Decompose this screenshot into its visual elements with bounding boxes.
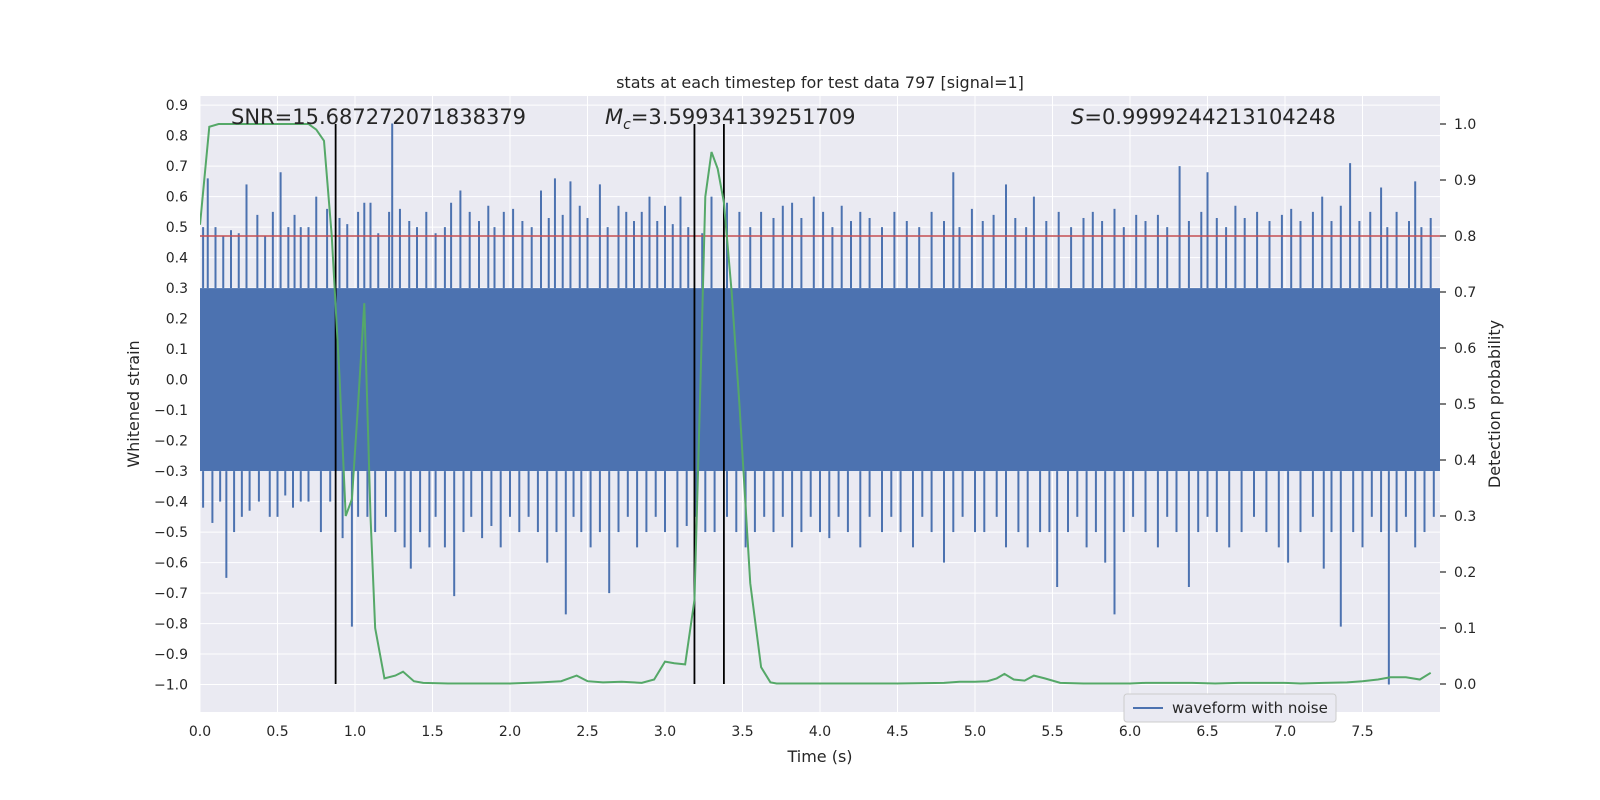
y-right-axis-ticks: 1.0 0.9 0.8 0.7 0.6 0.5 0.4 0.3 0.2 0.1 0.0 <box>1440 117 1476 693</box>
y-left-tick-label: 0.0 <box>166 373 188 389</box>
x-tick-label: 4.5 <box>886 724 908 740</box>
y-right-tick-label: 0.1 <box>1454 621 1476 637</box>
y-left-tick-label: −0.7 <box>154 586 188 602</box>
x-tick-label: 6.0 <box>1119 724 1141 740</box>
y-right-axis-label: Detection probability <box>1485 320 1504 488</box>
chirp-mass-subscript: c <box>623 117 631 133</box>
score-value: =0.9999244213104248 <box>1084 105 1335 129</box>
y-left-tick-label: −0.8 <box>154 617 188 633</box>
x-tick-label: 3.5 <box>731 724 753 740</box>
x-tick-label: 7.0 <box>1274 724 1296 740</box>
chart-title: stats at each timestep for test data 797… <box>616 73 1024 92</box>
y-left-tick-label: −0.3 <box>154 464 188 480</box>
y-left-tick-label: 0.1 <box>166 342 188 358</box>
legend-box <box>1123 693 1337 723</box>
y-left-tick-label: −0.1 <box>154 403 188 419</box>
y-left-tick-label: −1.0 <box>154 678 188 694</box>
x-axis-label: Time (s) <box>786 747 852 766</box>
y-left-tick-label: 0.4 <box>166 251 188 267</box>
y-left-axis-label: Whitened strain <box>124 340 143 467</box>
y-right-tick-label: 0.5 <box>1454 397 1476 413</box>
score-annotation: S=0.9999244213104248 <box>1071 105 1336 129</box>
chirp-mass-symbol: M <box>605 105 623 129</box>
y-left-tick-label: 0.6 <box>166 190 188 206</box>
x-tick-label: 1.0 <box>344 724 366 740</box>
y-right-tick-label: 0.4 <box>1454 453 1476 469</box>
x-axis-ticks: 0.0 0.5 1.0 1.5 2.0 2.5 3.0 3.5 4.0 4.5 5.0 5.5 6.0 6… <box>189 724 1374 740</box>
y-right-tick-label: 0.0 <box>1454 677 1476 693</box>
y-right-tick-label: 0.3 <box>1454 509 1476 525</box>
score-symbol: S <box>1071 105 1084 129</box>
y-right-tick-label: 0.9 <box>1454 173 1476 189</box>
y-left-tick-label: −0.2 <box>154 434 188 450</box>
y-right-tick-label: 0.7 <box>1454 285 1476 301</box>
x-tick-label: 0.5 <box>266 724 288 740</box>
y-left-tick-label: 0.2 <box>166 312 188 328</box>
x-tick-label: 2.0 <box>499 724 521 740</box>
y-right-tick-label: 0.2 <box>1454 565 1476 581</box>
y-left-tick-label: −0.9 <box>154 647 188 663</box>
y-left-tick-label: 0.3 <box>166 281 188 297</box>
x-tick-label: 6.5 <box>1196 724 1218 740</box>
y-left-tick-label: 0.5 <box>166 220 188 236</box>
y-left-tick-label: −0.5 <box>154 525 188 541</box>
legend: waveform with noise <box>1123 693 1337 723</box>
x-tick-label: 4.0 <box>809 724 831 740</box>
x-tick-label: 7.5 <box>1351 724 1373 740</box>
x-tick-label: 3.0 <box>654 724 676 740</box>
waveform-band <box>200 288 1440 472</box>
y-right-tick-label: 0.6 <box>1454 341 1476 357</box>
x-tick-label: 5.0 <box>964 724 986 740</box>
x-tick-label: 0.0 <box>189 724 211 740</box>
y-right-tick-label: 0.8 <box>1454 229 1476 245</box>
snr-annotation: SNR=15.687272071838379 <box>231 105 526 129</box>
y-left-tick-label: −0.6 <box>154 556 188 572</box>
y-left-tick-label: 0.8 <box>166 129 188 145</box>
chirp-mass-value: =3.59934139251709 <box>631 105 856 129</box>
y-left-axis-ticks: 0.9 0.8 0.7 0.6 0.5 0.4 0.3 0.2 0.1 0.0 −0.1 −0.2 −0… <box>154 98 188 693</box>
y-left-tick-label: −0.4 <box>154 495 188 511</box>
legend-label: waveform with noise <box>1172 699 1328 717</box>
probability-line <box>200 123 1432 685</box>
x-tick-label: 2.5 <box>576 724 598 740</box>
x-tick-label: 1.5 <box>421 724 443 740</box>
chirp-mass-annotation: Mc=3.59934139251709 <box>605 105 856 133</box>
y-right-tick-label: 1.0 <box>1454 117 1476 133</box>
x-tick-label: 5.5 <box>1041 724 1063 740</box>
waveform-series <box>200 123 1440 685</box>
y-left-tick-label: 0.7 <box>166 159 188 175</box>
y-left-tick-label: 0.9 <box>166 98 188 114</box>
